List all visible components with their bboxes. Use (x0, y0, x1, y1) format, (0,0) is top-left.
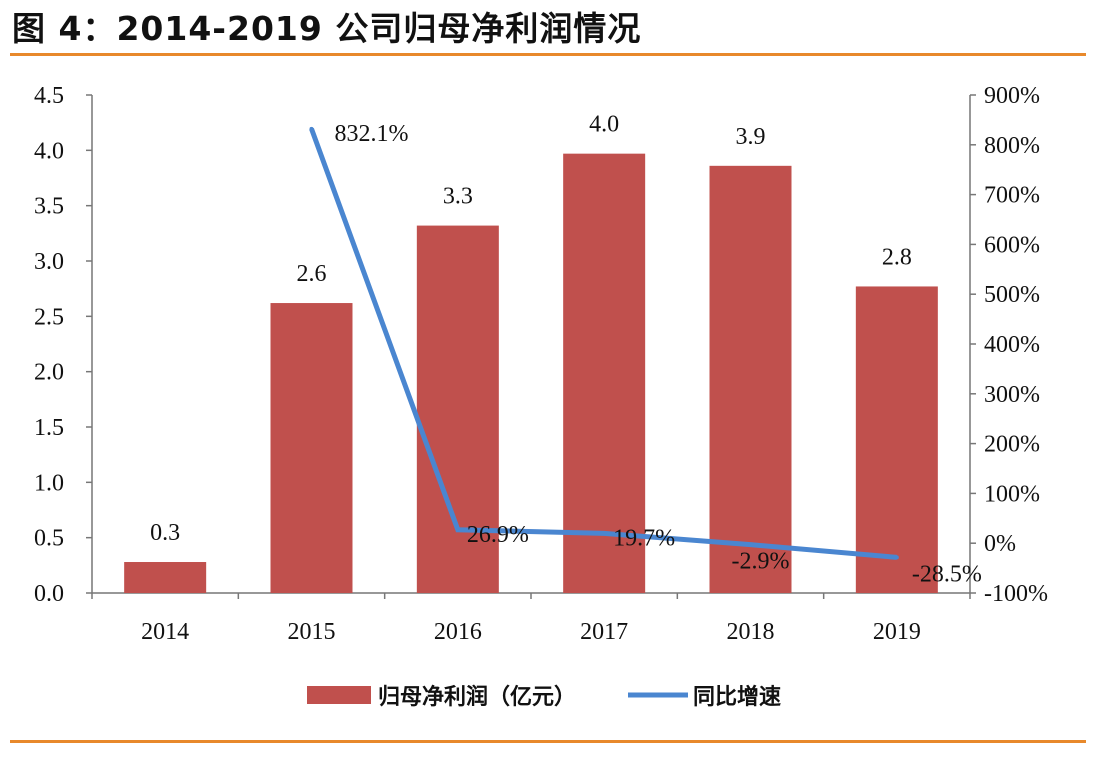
right-tick-label: 0% (984, 531, 1016, 557)
right-tick-label: 400% (984, 332, 1040, 358)
bars-group (124, 153, 938, 594)
left-tick-label: 0.0 (34, 581, 64, 607)
legend-bar-swatch (307, 686, 371, 704)
right-tick-label: 800% (984, 133, 1040, 159)
growth-value-label: 26.9% (467, 522, 529, 548)
left-tick-label: 3.5 (34, 194, 64, 220)
bar-value-label: 2.6 (297, 261, 327, 287)
right-tick-label: 500% (984, 282, 1040, 308)
bar-2017 (563, 153, 646, 594)
bar-value-label: 4.0 (589, 112, 619, 138)
growth-point-2015 (309, 126, 314, 131)
x-tick-label: 2015 (288, 619, 336, 645)
bar-value-label: 0.3 (150, 520, 180, 546)
left-tick-label: 2.0 (34, 360, 64, 386)
growth-line-group (309, 126, 899, 560)
bar-value-label: 3.3 (443, 184, 473, 210)
growth-point-2017 (602, 531, 607, 536)
left-tick-label: 2.5 (34, 304, 64, 330)
x-tick-label: 2019 (873, 619, 921, 645)
x-tick-label: 2016 (434, 619, 482, 645)
growth-value-label: 19.7% (613, 525, 675, 551)
left-tick-label: 1.5 (34, 415, 64, 441)
x-tick-label: 2018 (727, 619, 775, 645)
bar-2014 (124, 562, 207, 593)
legend: 归母净利润（亿元） 同比增速 (307, 684, 781, 710)
left-tick-label: 3.0 (34, 249, 64, 275)
right-tick-label: 300% (984, 382, 1040, 408)
left-tick-label: 4.5 (34, 83, 64, 109)
right-tick-label: 700% (984, 183, 1040, 209)
right-tick-label: 200% (984, 432, 1040, 458)
axes-group: 0.0 0.5 1.0 1.5 2.0 2.5 3.0 3.5 4.0 4.5 -100% 0% 100… (34, 83, 1048, 645)
bar-value-label: 3.9 (736, 124, 766, 150)
growth-point-2019 (894, 555, 899, 560)
bar-2015 (270, 303, 353, 593)
left-tick-label: 1.0 (34, 470, 64, 496)
top-divider (10, 53, 1086, 56)
right-tick-label: 600% (984, 232, 1040, 258)
x-tick-label: 2014 (141, 619, 189, 645)
legend-line-label: 同比增速 (693, 684, 781, 710)
growth-value-label: -28.5% (912, 561, 982, 587)
bar-2019 (855, 286, 938, 593)
chart-title: 图 4：2014-2019 公司归母净利润情况 (12, 9, 642, 48)
x-tick-label: 2017 (580, 619, 628, 645)
right-tick-label: -100% (984, 581, 1048, 607)
legend-bar-label: 归母净利润（亿元） (378, 684, 576, 710)
growth-point-2016 (455, 527, 460, 532)
growth-point-2018 (748, 542, 753, 547)
left-tick-label: 0.5 (34, 526, 64, 552)
bar-value-label: 2.8 (882, 244, 912, 270)
bottom-divider (10, 740, 1086, 743)
right-tick-label: 900% (984, 83, 1040, 109)
left-tick-label: 4.0 (34, 138, 64, 164)
growth-value-label: 832.1% (335, 121, 409, 147)
growth-value-label: -2.9% (732, 549, 790, 575)
data-labels-group: 0.3 2.6 3.3 4.0 3.9 2.8 832.1% 26.9% 19.7% -2.9% -… (150, 112, 982, 588)
bar-2018 (709, 165, 792, 593)
right-tick-label: 100% (984, 481, 1040, 507)
